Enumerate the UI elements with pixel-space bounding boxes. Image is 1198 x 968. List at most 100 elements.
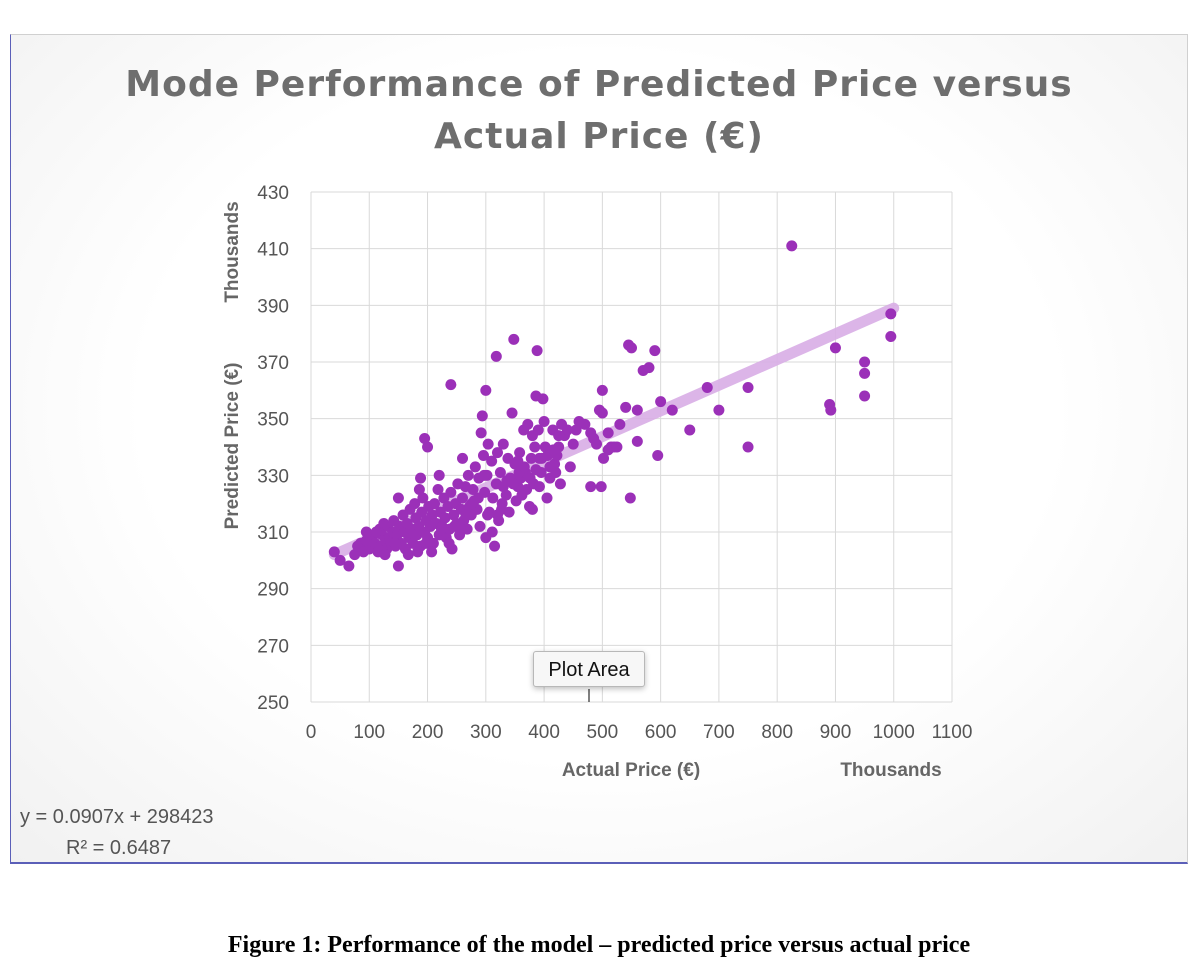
data-point <box>491 447 503 459</box>
data-point <box>684 424 696 436</box>
data-point <box>526 503 538 515</box>
data-point <box>457 452 469 464</box>
data-point <box>643 362 655 374</box>
plot-area <box>311 192 952 702</box>
data-point <box>413 484 425 495</box>
data-point <box>486 526 498 538</box>
data-point <box>487 492 499 504</box>
x-tick-label: 200 <box>412 722 444 743</box>
data-point <box>547 444 559 456</box>
y-axis-units-label: Thousands <box>222 201 243 302</box>
data-point <box>859 367 871 379</box>
data-point <box>506 407 518 419</box>
data-point <box>494 467 506 478</box>
data-point <box>541 492 553 504</box>
x-tick-label: 100 <box>353 722 385 743</box>
data-point <box>500 489 512 501</box>
data-point <box>467 484 479 495</box>
data-point <box>561 424 573 436</box>
data-point <box>859 356 871 368</box>
data-point <box>742 441 754 453</box>
data-point <box>422 441 434 453</box>
x-axis-units-label: Thousands <box>840 760 941 781</box>
data-point <box>409 498 421 510</box>
data-point <box>482 438 494 450</box>
figure-caption: Figure 1: Performance of the model – pre… <box>227 932 971 958</box>
data-point <box>649 345 661 357</box>
data-point <box>508 333 520 345</box>
y-tick-label: 370 <box>257 353 289 374</box>
data-point <box>554 478 566 490</box>
y-tick-label: 410 <box>257 240 289 261</box>
x-tick-label: 900 <box>820 722 852 743</box>
data-point <box>455 523 467 535</box>
data-point <box>596 407 608 419</box>
x-tick-label: 700 <box>703 722 735 743</box>
data-point <box>432 484 444 495</box>
data-point <box>713 404 725 416</box>
y-tick-label: 430 <box>257 183 289 204</box>
data-point <box>370 526 382 538</box>
data-point <box>476 410 488 422</box>
data-point <box>392 560 404 572</box>
data-point <box>482 509 494 521</box>
trendline-r-squared: R² = 0.6487 <box>66 837 172 859</box>
data-point <box>591 438 603 450</box>
chart-title-line2: Actual Price (€) <box>434 116 764 157</box>
data-point <box>631 404 643 416</box>
data-point <box>392 492 404 504</box>
chart-title: Mode Performance of Predicted Price vers… <box>125 64 1073 105</box>
data-point <box>457 492 469 504</box>
data-point <box>602 427 614 439</box>
plot-area-tooltip: Plot Area <box>533 651 645 687</box>
data-point <box>415 472 427 484</box>
x-tick-label: 0 <box>306 722 317 743</box>
data-point <box>343 560 355 572</box>
data-point <box>349 549 361 561</box>
y-tick-label: 390 <box>257 296 289 317</box>
data-point <box>614 418 626 430</box>
data-point <box>512 455 524 467</box>
data-point <box>334 554 346 566</box>
data-point <box>478 469 490 481</box>
data-point <box>531 345 543 357</box>
data-point <box>742 382 754 393</box>
data-point <box>524 472 536 484</box>
data-point <box>328 546 340 558</box>
data-point <box>701 382 713 393</box>
data-point <box>412 546 424 558</box>
data-point <box>496 503 508 515</box>
data-point <box>360 535 372 546</box>
data-point <box>460 509 472 521</box>
data-point <box>480 384 492 396</box>
data-point <box>477 450 489 461</box>
data-point <box>419 433 431 444</box>
data-point <box>443 537 455 549</box>
data-point <box>825 404 837 416</box>
data-point <box>379 549 391 561</box>
data-point <box>620 401 632 413</box>
data-point <box>537 393 549 405</box>
x-axis-title: Actual Price (€) <box>562 760 700 781</box>
data-point <box>429 498 441 510</box>
x-tick-label: 600 <box>645 722 677 743</box>
x-tick-label: 1000 <box>873 722 915 743</box>
data-point <box>631 435 643 447</box>
data-point <box>533 481 545 493</box>
y-tick-label: 330 <box>257 466 289 487</box>
y-tick-label: 250 <box>257 693 289 714</box>
data-point <box>426 546 438 558</box>
data-point <box>567 438 579 450</box>
x-tick-label: 300 <box>470 722 502 743</box>
data-point <box>595 481 607 493</box>
data-point <box>859 390 871 402</box>
data-point <box>611 441 623 453</box>
data-point <box>530 464 542 476</box>
x-tick-label: 400 <box>528 722 560 743</box>
data-point <box>445 486 457 498</box>
data-point <box>462 469 474 481</box>
data-point <box>445 379 457 391</box>
y-tick-label: 290 <box>257 580 289 601</box>
data-point <box>885 331 897 342</box>
data-point <box>598 452 610 464</box>
